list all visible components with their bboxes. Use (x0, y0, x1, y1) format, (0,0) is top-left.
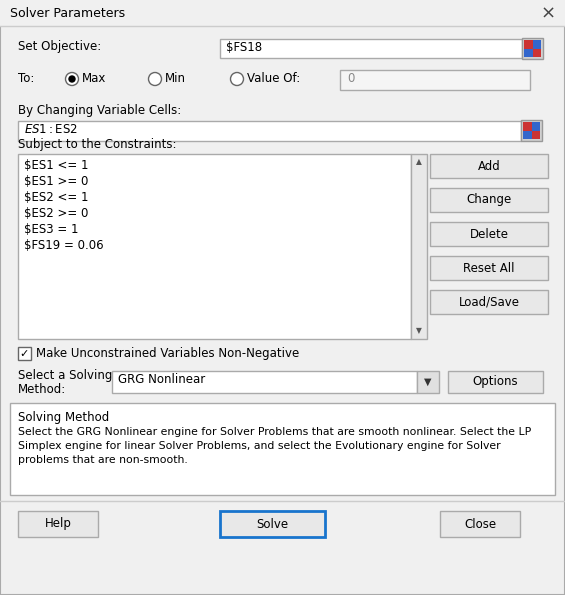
Bar (440, 511, 520, 537)
Bar (524, 40, 532, 49)
Bar (411, 154, 427, 339)
Text: Help: Help (45, 518, 71, 531)
Text: Select the GRG Nonlinear engine for Solver Problems that are smooth nonlinear. S: Select the GRG Nonlinear engine for Solv… (18, 427, 531, 437)
Text: $FS18: $FS18 (226, 41, 262, 54)
Text: Min: Min (165, 72, 186, 85)
Text: Simplex engine for linear Solver Problems, and select the Evolutionary engine fo: Simplex engine for linear Solver Problem… (18, 441, 501, 451)
Bar (532, 40, 541, 49)
Bar (10, 403, 555, 495)
Bar (523, 122, 532, 130)
Bar (430, 290, 548, 314)
Bar (18, 511, 98, 537)
Circle shape (231, 73, 244, 86)
Circle shape (66, 73, 79, 86)
Bar (524, 49, 532, 57)
Text: $ES1 >= 0: $ES1 >= 0 (24, 175, 88, 188)
Bar (220, 39, 522, 58)
Text: $ES1:$ES2: $ES1:$ES2 (24, 123, 78, 136)
Text: ▼: ▼ (424, 377, 432, 387)
Bar (430, 222, 548, 246)
Bar (532, 130, 540, 139)
Text: Set Objective:: Set Objective: (18, 40, 101, 53)
Text: Max: Max (82, 72, 106, 85)
Text: Load/Save: Load/Save (459, 296, 519, 308)
Text: Reset All: Reset All (463, 261, 515, 274)
Text: To:: To: (18, 72, 34, 85)
Text: $ES3 = 1: $ES3 = 1 (24, 223, 79, 236)
Text: ▼: ▼ (416, 327, 422, 336)
Bar (522, 38, 543, 59)
Bar (112, 371, 417, 393)
Bar (0, 0, 565, 26)
Text: $ES1 <= 1: $ES1 <= 1 (24, 159, 89, 172)
Bar (220, 511, 325, 537)
Bar (430, 188, 548, 212)
Text: $ES2 >= 0: $ES2 >= 0 (24, 207, 88, 220)
Text: Value Of:: Value Of: (247, 72, 300, 85)
Text: Solve: Solve (257, 518, 289, 531)
Text: ×: × (541, 5, 555, 23)
Text: Subject to the Constraints:: Subject to the Constraints: (18, 138, 176, 151)
Text: Solver Parameters: Solver Parameters (10, 7, 125, 20)
Bar (532, 122, 540, 130)
Bar (532, 49, 541, 57)
Text: Close: Close (464, 518, 496, 531)
Text: problems that are non-smooth.: problems that are non-smooth. (18, 455, 188, 465)
Text: Delete: Delete (470, 227, 508, 240)
Text: Method:: Method: (18, 383, 66, 396)
Bar (417, 371, 439, 393)
Text: Options: Options (473, 375, 518, 389)
Text: $ES2 <= 1: $ES2 <= 1 (24, 191, 89, 204)
Bar (448, 371, 543, 393)
Bar (18, 121, 521, 141)
Text: Make Unconstrained Variables Non-Negative: Make Unconstrained Variables Non-Negativ… (36, 347, 299, 360)
Bar (340, 70, 530, 90)
Text: Select a Solving: Select a Solving (18, 369, 112, 382)
Text: Change: Change (466, 193, 512, 206)
Bar (18, 347, 31, 360)
Bar (523, 130, 532, 139)
Text: $FS19 = 0.06: $FS19 = 0.06 (24, 239, 103, 252)
Bar (18, 154, 411, 339)
Bar (521, 120, 542, 141)
Circle shape (69, 76, 75, 82)
Circle shape (149, 73, 162, 86)
Text: Solving Method: Solving Method (18, 411, 109, 424)
Text: ▲: ▲ (416, 158, 422, 167)
Text: GRG Nonlinear: GRG Nonlinear (118, 373, 205, 386)
Text: Add: Add (477, 159, 501, 173)
Text: 0: 0 (347, 72, 354, 85)
Bar (430, 256, 548, 280)
Text: ✓: ✓ (20, 349, 29, 359)
Text: By Changing Variable Cells:: By Changing Variable Cells: (18, 104, 181, 117)
Bar (430, 154, 548, 178)
